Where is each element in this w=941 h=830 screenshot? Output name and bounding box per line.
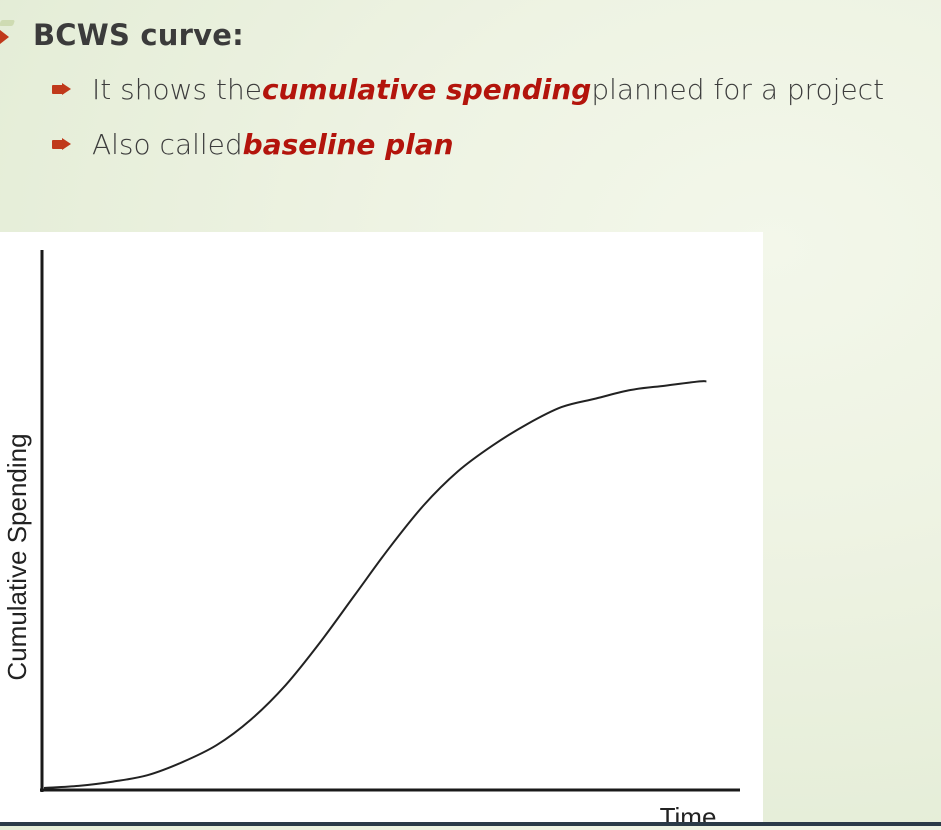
bullet-item-2: Also called baseline plan	[52, 128, 454, 161]
bullet-1-suffix: planned for a project	[591, 73, 885, 106]
bullet-1-emphasis: cumulative spending	[261, 73, 592, 106]
chart-panel: Time Cumulative Spending	[0, 232, 763, 830]
bullet-1-prefix: It shows the	[92, 73, 262, 106]
arrow-bullet-icon	[52, 83, 72, 95]
bullet-item-1: It shows the cumulative spending planned…	[52, 73, 884, 106]
title-bullet-shadow	[0, 20, 16, 26]
bcws-chart: Time Cumulative Spending	[2, 250, 740, 830]
bullet-2-prefix: Also called	[92, 128, 243, 161]
bullet-2-emphasis: baseline plan	[242, 128, 454, 161]
title-bullet-icon	[0, 30, 9, 44]
slide-heading: BCWS curve:	[33, 18, 244, 52]
bottom-border	[0, 822, 941, 826]
y-axis-label: Cumulative Spending	[2, 433, 32, 680]
bcws-curve-line	[43, 380, 707, 789]
arrow-bullet-icon	[52, 138, 72, 150]
